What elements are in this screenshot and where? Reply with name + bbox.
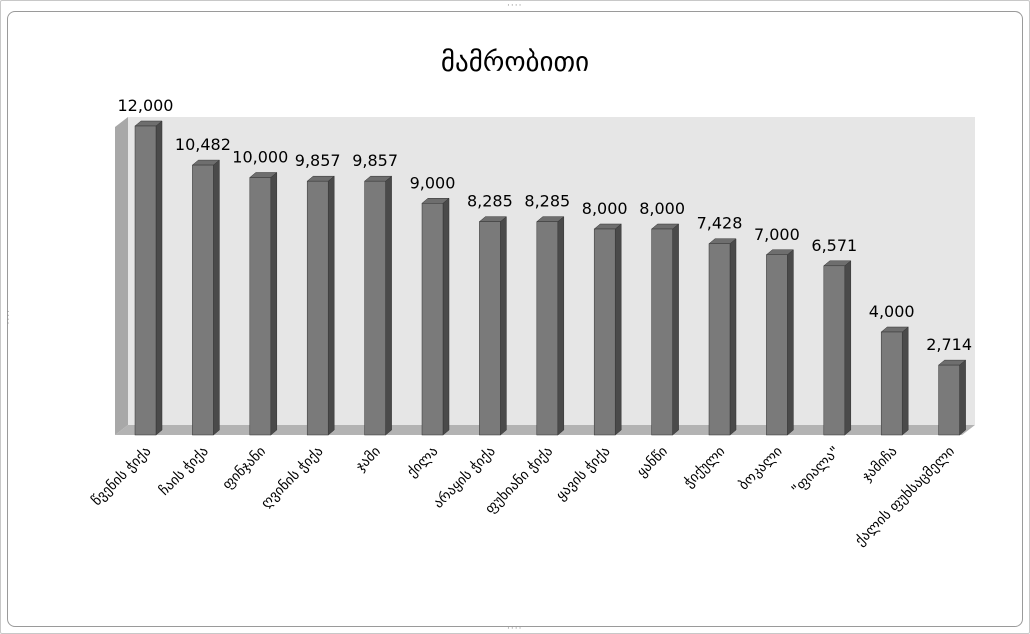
bar-side-face	[787, 249, 794, 436]
resize-handle-top[interactable]: ····	[507, 1, 523, 11]
bar-front-face	[593, 228, 616, 436]
resize-handle-bottom[interactable]: ····	[507, 624, 523, 634]
bar-front-face	[421, 203, 444, 436]
chart-title: მამრობითი	[441, 47, 589, 78]
bar[interactable]	[478, 216, 508, 436]
category-label: ყავის ჭიქა	[553, 444, 613, 504]
bar-front-face	[651, 228, 673, 436]
category-label: წვენის ჭიქა	[89, 444, 155, 510]
data-label: 2,714	[926, 335, 972, 354]
category-label: ღვინის ჭიქა	[258, 444, 326, 512]
bar-side-face	[500, 216, 507, 436]
bar-side-face	[729, 238, 737, 436]
bar-side-face	[557, 216, 565, 436]
bar[interactable]	[880, 326, 909, 436]
data-label: 9,857	[352, 151, 398, 170]
category-label: ქალის ფუხსაცმელი	[852, 444, 958, 550]
bar-front-face	[536, 221, 559, 436]
bar-side-face	[385, 175, 392, 436]
bar-front-face	[823, 265, 846, 436]
bar[interactable]	[536, 216, 565, 436]
bar-front-face	[479, 221, 501, 436]
data-label: 8,000	[582, 199, 628, 218]
bar-side-face	[155, 120, 163, 436]
data-label: 9,857	[295, 151, 341, 170]
bar-front-face	[708, 243, 731, 436]
data-label: 4,000	[869, 302, 915, 321]
data-label: 8,285	[467, 192, 513, 211]
bar[interactable]	[191, 159, 221, 436]
bar[interactable]	[134, 120, 163, 436]
bar-front-face	[134, 125, 157, 436]
data-label: 10,482	[175, 135, 231, 154]
bar-side-face	[327, 175, 335, 436]
bar-side-face	[844, 260, 852, 436]
bar[interactable]	[306, 175, 335, 436]
bar[interactable]	[937, 359, 967, 436]
category-label: ქილა	[404, 444, 441, 481]
bar-side-face	[442, 197, 450, 436]
category-label: ჯამიჩა	[859, 444, 900, 485]
category-label: ყანწი	[634, 444, 671, 481]
category-label: ჯამი	[353, 444, 384, 475]
data-label: 10,000	[232, 148, 288, 167]
data-label: 7,428	[697, 214, 743, 233]
bar-side-face	[901, 326, 909, 436]
bar[interactable]	[421, 197, 450, 436]
data-label: 8,000	[639, 199, 685, 218]
category-label: ფინჯანი	[220, 444, 270, 494]
bar-front-face	[880, 331, 903, 436]
bar[interactable]	[823, 260, 852, 436]
category-label: ჭიქული	[681, 444, 728, 491]
data-label: 12,000	[118, 96, 174, 115]
bar-side-face	[614, 223, 622, 436]
category-label: "ფიალა"	[789, 444, 843, 498]
bar-side-face	[213, 159, 220, 436]
bar-front-face	[938, 364, 960, 436]
bar[interactable]	[363, 175, 393, 436]
bar-front-face	[364, 180, 386, 436]
bar[interactable]	[249, 171, 278, 436]
bar-front-face	[192, 164, 214, 436]
side-wall	[115, 117, 128, 435]
bar[interactable]	[708, 238, 737, 436]
bar-front-face	[249, 177, 272, 436]
data-label: 8,285	[524, 192, 570, 211]
bars-group	[134, 120, 967, 436]
bar-front-face	[766, 254, 788, 436]
category-label: ბოკალი	[736, 444, 786, 494]
bar-side-face	[672, 223, 679, 436]
bar-front-face	[306, 180, 329, 436]
bar[interactable]	[593, 223, 622, 436]
data-label: 6,571	[811, 236, 857, 255]
data-label: 9,000	[410, 173, 456, 192]
category-label: ჩაის ჭიქა	[156, 444, 211, 499]
bar-side-face	[270, 171, 278, 436]
bar-side-face	[959, 359, 966, 436]
bar[interactable]	[765, 249, 795, 436]
resize-handle-left[interactable]: ····	[2, 310, 12, 326]
data-label: 7,000	[754, 225, 800, 244]
bar[interactable]	[650, 223, 680, 436]
